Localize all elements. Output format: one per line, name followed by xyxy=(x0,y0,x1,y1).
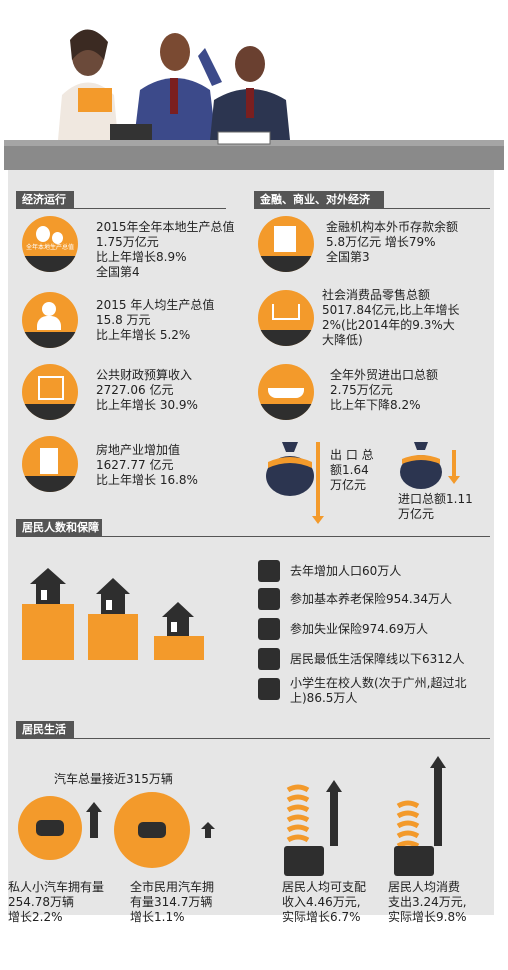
house-icon xyxy=(160,600,196,636)
building-icon xyxy=(40,448,58,474)
section-life-title: 居民生活 xyxy=(16,721,74,739)
consumption-text: 居民人均消费 支出3.24万元, 实际增长9.8% xyxy=(388,880,467,924)
population-item-2: 参加失业保险974.69万人 xyxy=(290,622,428,636)
section-finance-title: 金融、商业、对外经济 xyxy=(254,191,384,209)
population-item-4: 小学生在校人数(次于广州,超过北 上)86.5万人 xyxy=(290,676,467,705)
export-bag-icon xyxy=(264,440,316,496)
real-estate-text: 房地产业增加值 1627.77 亿元 比上年增长 16.8% xyxy=(96,443,198,487)
section-divider xyxy=(16,208,226,209)
section-population-title: 居民人数和保障 xyxy=(16,519,102,537)
consumption-coins xyxy=(396,800,420,850)
person-icon xyxy=(42,302,56,316)
house-bar-1 xyxy=(22,604,74,660)
house-icon xyxy=(94,576,132,614)
population-item-3: 居民最低生活保障线以下6312人 xyxy=(290,652,465,666)
private-car-arrow-head xyxy=(86,802,102,812)
bank-icon xyxy=(258,216,314,272)
deposits-text: 金融机构本外币存款余额 5.8万亿元 增长79% 全国第3 xyxy=(326,220,459,264)
export-arrow-head xyxy=(312,516,324,524)
income-text: 居民人均可支配 收入4.46万元, 实际增长6.7% xyxy=(282,880,367,924)
population-icon xyxy=(258,560,280,582)
school-icon xyxy=(258,678,280,700)
wallet-icon xyxy=(284,846,324,876)
money-bag-icon xyxy=(36,226,50,242)
budget-text: 公共财政预算收入 2727.06 亿元 比上年增长 30.9% xyxy=(96,368,198,412)
civil-car-circle xyxy=(114,792,190,868)
export-arrow xyxy=(316,442,320,520)
import-text: 进口总额1.11 万亿元 xyxy=(398,492,473,521)
gdp-text: 2015年全年本地生产总值 1.75万亿元 比上年增长8.9% 全国第4 xyxy=(96,220,235,279)
safe-icon xyxy=(38,376,64,400)
per-capita-icon xyxy=(22,292,78,348)
car-icon xyxy=(138,822,166,838)
civil-cars-text: 全市民用汽车拥 有量314.7万辆 增长1.1% xyxy=(130,880,215,924)
trade-text: 全年外贸进出口总额 2.75万亿元 比上年下降8.2% xyxy=(330,368,439,412)
civil-car-arrow-head xyxy=(201,822,215,829)
wallet-icon xyxy=(394,846,434,876)
house-icon xyxy=(28,566,68,604)
real-estate-icon xyxy=(22,436,78,492)
consumption-arrow xyxy=(434,766,442,846)
section-economy-title: 经济运行 xyxy=(16,191,74,209)
income-arrow xyxy=(330,790,338,846)
retail-text: 社会消费品零售总额 5017.84亿元,比上年增长 2%(比2014年的9.3%… xyxy=(322,288,460,347)
section-divider xyxy=(16,738,490,739)
import-arrow xyxy=(452,450,456,478)
shopping-cart-icon xyxy=(258,290,314,346)
house-bar-3 xyxy=(154,636,204,660)
section-divider xyxy=(254,208,490,209)
population-item-0: 去年增加人口60万人 xyxy=(290,564,402,578)
export-text: 出 口 总 额1.64 万亿元 xyxy=(330,448,374,492)
umbrella-icon xyxy=(258,588,280,610)
per-capita-text: 2015 年人均生产总值 15.8 万元 比上年增长 5.2% xyxy=(96,298,215,342)
section-divider xyxy=(16,536,490,537)
consumption-arrow-head xyxy=(430,756,446,768)
cars-total-text: 汽车总量接近315万辆 xyxy=(54,772,173,786)
population-item-1: 参加基本养老保险954.34万人 xyxy=(290,592,452,606)
budget-icon xyxy=(22,364,78,420)
bowl-icon xyxy=(258,648,280,670)
briefcase-icon xyxy=(258,618,280,640)
header-illustration xyxy=(0,0,508,170)
ship-icon xyxy=(258,364,314,420)
civil-car-arrow xyxy=(205,828,211,838)
income-coins xyxy=(286,784,310,848)
import-bag-icon xyxy=(398,440,444,490)
import-arrow-head xyxy=(448,476,460,484)
car-icon xyxy=(36,820,64,836)
private-car-arrow xyxy=(90,810,98,838)
content-panel xyxy=(8,170,494,915)
private-car-circle xyxy=(18,796,82,860)
gdp-icon: 全年本地生产总值 xyxy=(22,216,78,272)
house-bar-2 xyxy=(88,614,138,660)
income-arrow-head xyxy=(326,780,342,792)
private-cars-text: 私人小汽车拥有量 254.78万辆 增长2.2% xyxy=(8,880,105,924)
